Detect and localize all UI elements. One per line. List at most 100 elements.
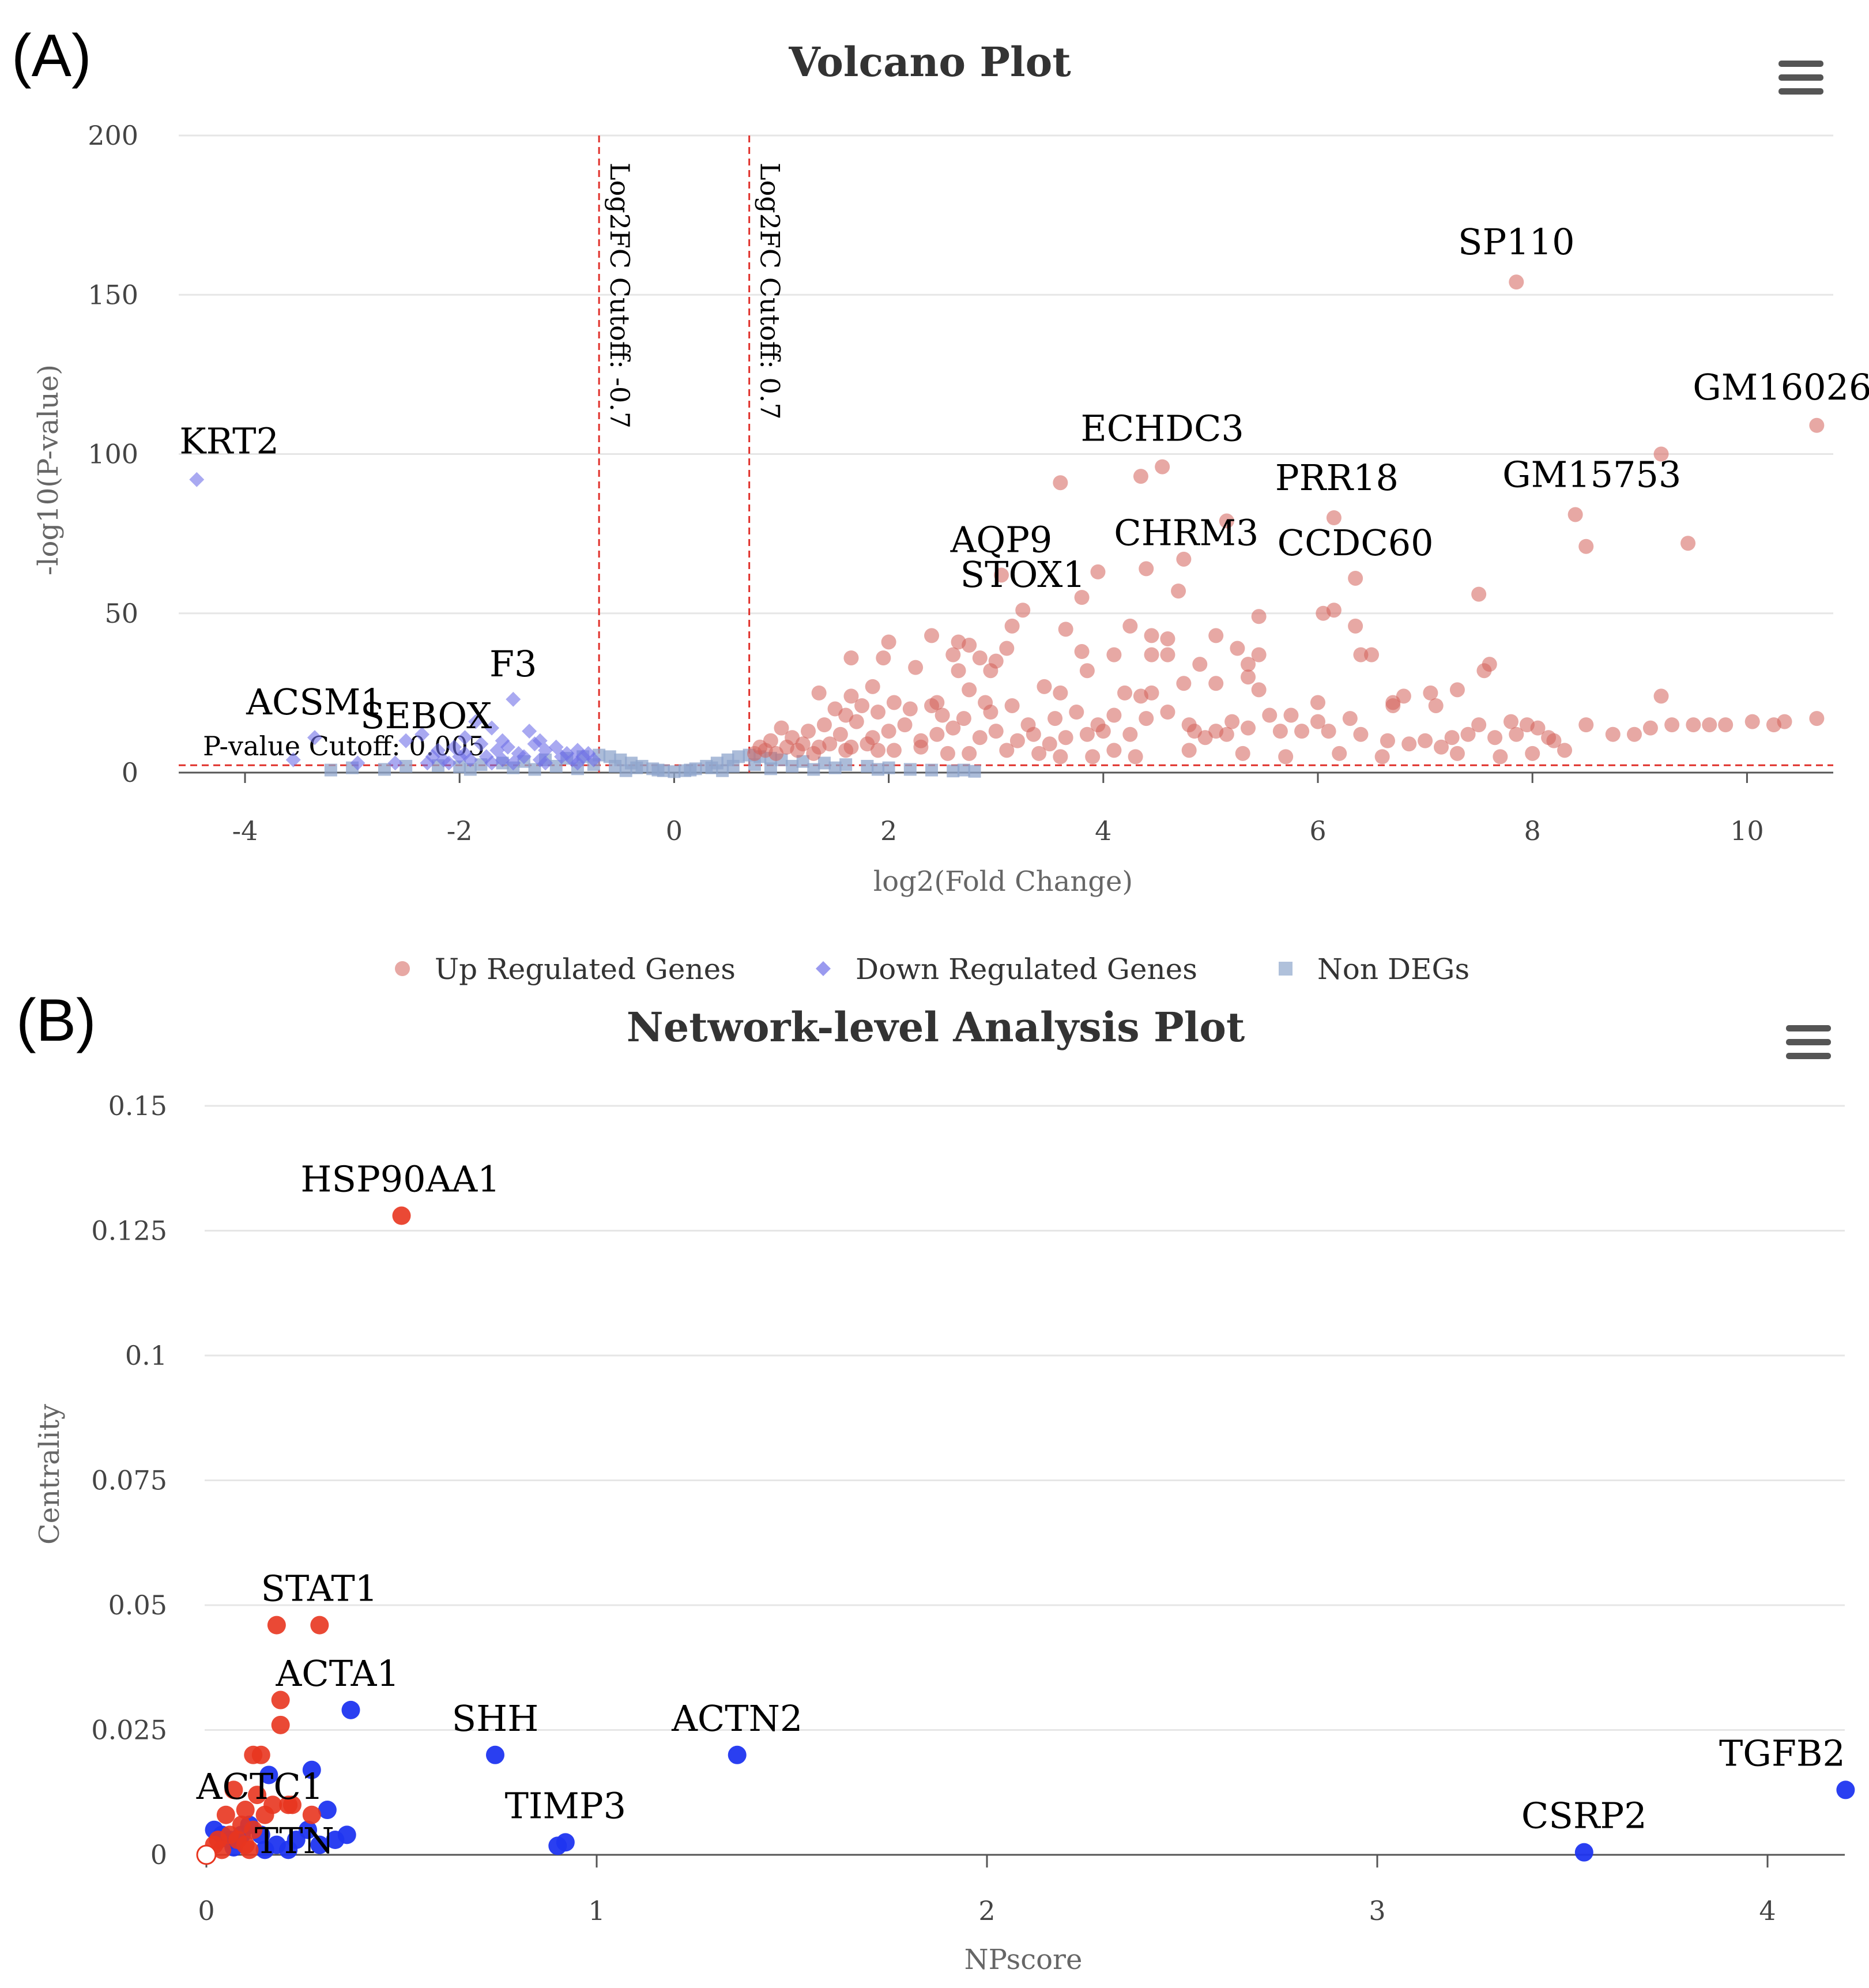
up-regulated-point <box>1471 717 1487 733</box>
red-gene-point <box>213 1840 232 1859</box>
up-regulated-point <box>1224 714 1240 729</box>
non-deg-point <box>947 765 960 778</box>
network-y-axis-title: Centrality <box>33 1404 66 1545</box>
hamburger-menu-icon[interactable] <box>1778 61 1823 95</box>
gene-label: TGFB2 <box>1719 1732 1845 1774</box>
up-regulated-point <box>816 717 832 733</box>
network-panel: (B) Network-level Analysis Plot 0 0.025 0.… <box>16 987 1855 1976</box>
non-deg-point <box>609 759 622 773</box>
legend-up-label: Up Regulated Genes <box>435 952 736 986</box>
up-regulated-point <box>1428 698 1444 713</box>
up-regulated-point <box>1777 714 1792 729</box>
blue-gene-point <box>326 1831 345 1850</box>
up-regulated-point <box>1047 711 1063 726</box>
gene-label: STOX1 <box>960 554 1086 596</box>
up-regulated-point <box>1809 711 1825 726</box>
up-regulated-point <box>934 707 950 723</box>
legend-item-down[interactable]: Down Regulated Genes <box>816 952 1197 986</box>
up-regulated-point <box>1460 726 1476 742</box>
up-regulated-point <box>1139 561 1154 577</box>
down-regulated-point <box>420 755 435 771</box>
up-regulated-point <box>1434 739 1449 755</box>
down-regulated-point <box>387 755 403 771</box>
y-tick-label: 0.125 <box>91 1215 167 1247</box>
y-tick-label: 50 <box>104 598 138 629</box>
up-regulated-point <box>1310 714 1325 729</box>
x-tick-label: 0 <box>198 1895 214 1926</box>
up-regulated-point <box>843 688 859 704</box>
up-regulated-point <box>1321 724 1336 739</box>
up-regulated-point <box>774 720 789 736</box>
x-tick-label: -2 <box>447 815 473 846</box>
x-tick-label: -4 <box>232 815 258 846</box>
down-regulated-point <box>415 726 430 742</box>
up-regulated-point <box>1642 720 1658 736</box>
up-regulated-point <box>1809 417 1825 433</box>
down-regulated-point <box>538 755 553 771</box>
up-regulated-point <box>811 685 827 701</box>
x-tick-label: 1 <box>588 1895 605 1926</box>
legend-item-up[interactable]: Up Regulated Genes <box>395 952 736 986</box>
legend-item-nondeg[interactable]: Non DEGs <box>1279 952 1469 986</box>
down-regulated-point <box>484 720 500 736</box>
red-gene-point <box>255 1805 274 1824</box>
up-regulated-point <box>1235 745 1250 761</box>
down-regulated-point <box>516 749 532 765</box>
up-regulated-point <box>988 724 1004 739</box>
up-regulated-point <box>1219 726 1234 742</box>
up-regulated-point <box>1353 647 1369 662</box>
down-regulated-point <box>570 755 585 771</box>
up-regulated-point <box>1090 717 1106 733</box>
up-regulated-point <box>843 650 859 666</box>
non-deg-point <box>882 761 895 774</box>
up-regulated-point <box>999 641 1015 656</box>
up-regulated-point <box>1374 749 1390 765</box>
up-regulated-point <box>956 711 971 726</box>
non-deg-point <box>400 759 413 773</box>
non-deg-point <box>630 761 643 774</box>
x-tick-label: 2 <box>978 1895 995 1926</box>
volcano-x-ticks: -4 -2 0 2 4 6 8 10 <box>232 773 1764 846</box>
gene-label: F3 <box>489 643 537 685</box>
up-regulated-point <box>1160 705 1175 720</box>
up-regulated-point <box>806 745 822 761</box>
down-regulated-point <box>506 691 521 707</box>
non-deg-point <box>871 763 884 776</box>
up-regulated-point <box>822 736 838 752</box>
up-regulated-point <box>983 663 998 679</box>
up-regulated-point <box>1316 605 1331 621</box>
gene-label: TIMP3 <box>505 1784 627 1827</box>
up-regulated-point <box>854 698 870 713</box>
gene-label: ACTA1 <box>275 1652 399 1695</box>
up-regulated-point <box>945 647 961 662</box>
y-tick-label: 0 <box>122 757 138 788</box>
up-regulated-point <box>929 695 945 710</box>
network-gene-labels: HSP90AA1 STAT1 ACTA1 ACTC1 TTN SHH ACTN2 TIMP3 T… <box>196 1158 1845 1862</box>
non-deg-point <box>748 758 761 771</box>
x-tick-label: 0 <box>666 815 683 846</box>
down-regulated-point <box>452 749 468 765</box>
up-regulated-point <box>940 745 955 761</box>
non-deg-point <box>968 765 981 778</box>
up-regulated-point <box>1664 717 1680 733</box>
up-regulated-point <box>1106 707 1122 723</box>
up-regulated-point <box>1686 717 1701 733</box>
up-regulated-point <box>865 679 880 694</box>
up-regulated-point <box>1230 641 1245 656</box>
up-regulated-point <box>1605 726 1621 742</box>
non-deg-point <box>726 759 740 773</box>
up-regulated-point <box>951 663 966 679</box>
blue-gene-point <box>341 1700 360 1719</box>
up-regulated-point <box>1053 749 1068 765</box>
down-regulated-point <box>586 752 601 767</box>
log2fc-pos-cutoff-label: Log2FC Cutoff: 0.7 <box>755 163 786 420</box>
up-regulated-point <box>1106 743 1122 758</box>
y-tick-label: 0.075 <box>91 1465 167 1496</box>
blue-gene-point <box>310 1835 329 1854</box>
x-tick-label: 4 <box>1095 815 1111 846</box>
up-regulated-point <box>1487 730 1503 745</box>
non-deg-point <box>861 759 874 773</box>
hamburger-menu-icon[interactable] <box>1786 1025 1831 1059</box>
gene-label: GM16026 <box>1693 366 1869 408</box>
up-regulated-point <box>1503 714 1518 729</box>
